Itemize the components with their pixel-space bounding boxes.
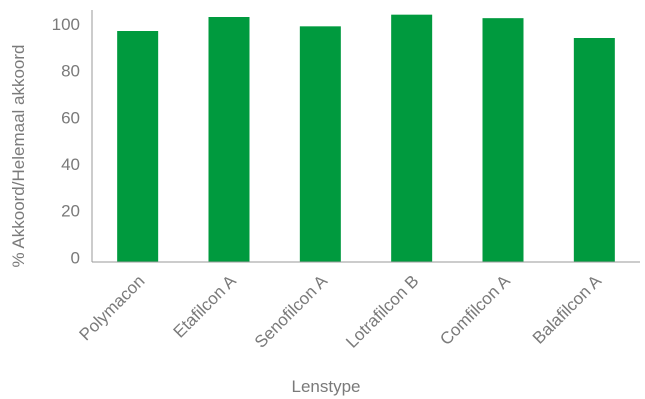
bar-etafilcon-a [208,17,250,262]
x-tick-label: Etafilcon A [170,271,241,342]
x-tick-label: Polymacon [76,271,149,344]
y-axis-label: % Akkoord/Helemaal akkoord [9,44,28,267]
bar-polymacon [117,31,159,262]
y-tick-label: 20 [61,202,80,221]
x-tick-label: Balafilcon A [529,271,606,348]
bar-balafilcon-a [573,38,615,262]
y-tick-label: 100 [52,15,80,34]
y-axis-ticks: 0 20 40 60 80 100 [52,15,80,267]
y-tick-label: 40 [61,155,80,174]
bar-comfilcon-a [482,18,524,262]
bars [117,14,615,263]
x-axis-ticks: Polymacon Etafilcon A Senofilcon A Lotrafil… [76,271,606,352]
x-tick-label: Lotrafilcon B [342,271,422,351]
y-tick-label: 80 [61,62,80,81]
x-axis-label: Lenstype [292,377,361,396]
bar-senofilcon-a [299,26,341,263]
bar-lotrafilcon-b [391,14,433,262]
x-tick-label: Comfilcon A [436,271,514,349]
y-tick-label: 0 [71,248,80,267]
y-tick-label: 60 [61,108,80,127]
x-tick-label: Senofilcon A [251,271,332,352]
